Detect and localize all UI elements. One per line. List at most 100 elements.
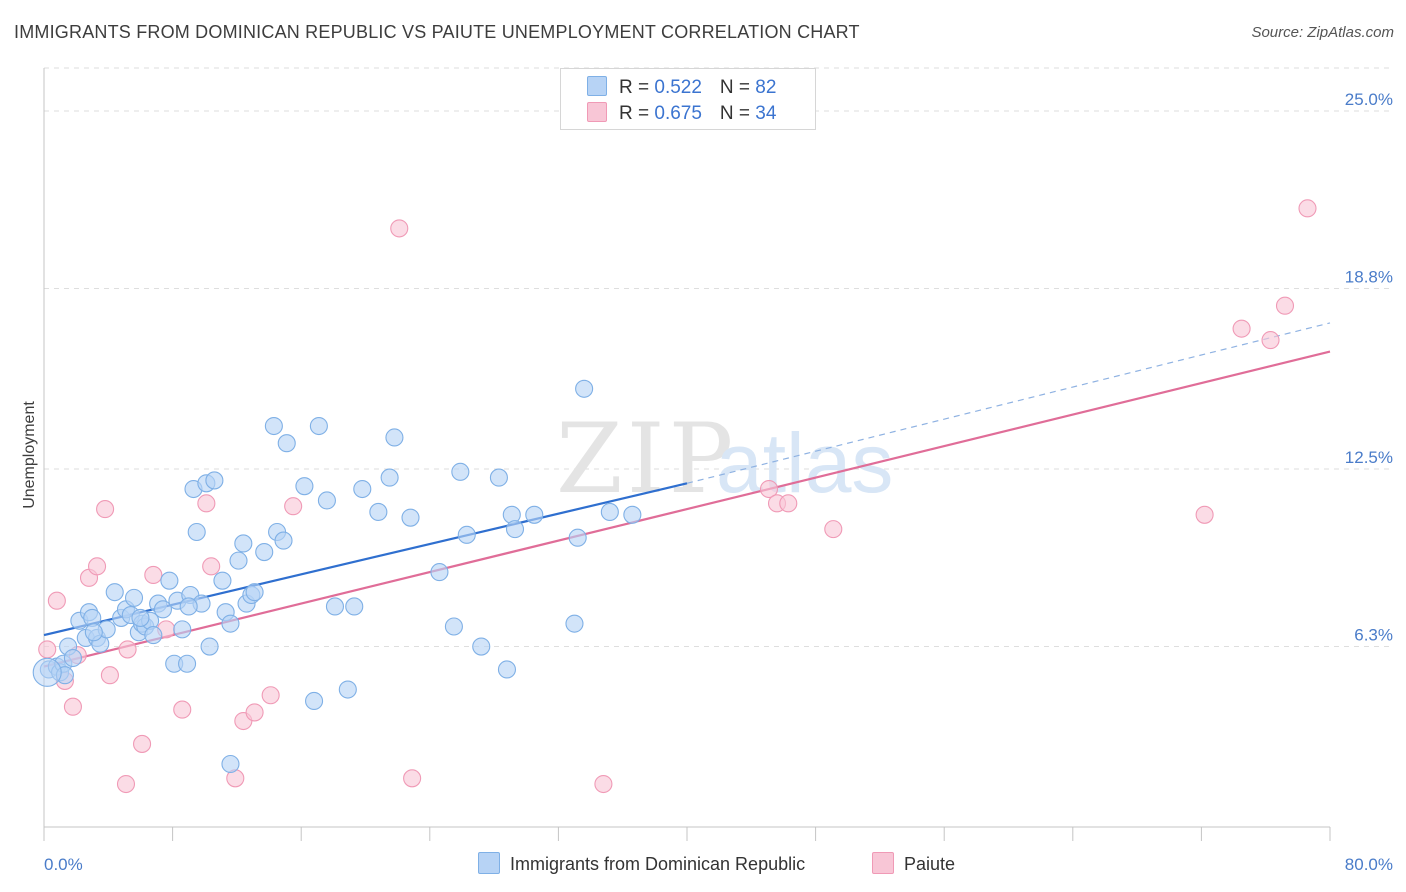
data-point-paiute [144,565,163,585]
data-point-paiute [1261,331,1280,350]
trend-lines [43,322,1331,668]
data-point-dominican [187,522,206,542]
data-point-dominican [472,637,491,656]
legend-row-paiute: R = 0.675 N = 34 [587,102,776,126]
series-dominican-points [32,379,642,774]
legend-swatch-paiute [872,852,894,874]
data-point-paiute [1298,199,1317,218]
data-point-dominican [124,588,144,607]
legend-r-label: R = [619,103,655,124]
data-point-paiute [87,557,107,576]
data-point-paiute [96,500,115,519]
legend-bottom: Immigrants from Dominican Republic Paiut… [0,852,1406,878]
watermark: ZIP atlas [556,403,893,515]
data-point-dominican [565,614,584,633]
legend-n-value-paiute: 34 [755,103,777,124]
data-point-dominican-cluster [32,657,62,687]
y-tick-label: 12.5% [1345,448,1393,467]
data-point-dominican [623,505,642,524]
y-tick-labels: 6.3% 12.5% 18.8% 25.0% [1345,90,1393,645]
data-point-dominican [160,571,179,590]
data-point-dominican [245,583,264,602]
data-point-dominican [497,660,517,679]
data-point-dominican [153,600,173,619]
data-point-dominican [444,617,463,636]
data-point-paiute [824,520,843,539]
y-axis-label: Unemployment [21,401,38,509]
data-point-dominican [568,528,587,547]
legend-n-value-dominican: 82 [755,77,777,98]
data-point-dominican [200,637,219,656]
legend-item-dominican[interactable]: Immigrants from Dominican Republic [478,852,805,875]
legend-swatch-dominican [587,76,607,96]
data-point-dominican [84,623,103,642]
chart-title: IMMIGRANTS FROM DOMINICAN REPUBLIC VS PA… [14,22,860,42]
legend-stats: R = 0.522 N = 82 R = 0.675 N = 34 [560,68,816,130]
data-point-dominican [401,508,420,527]
data-point-dominican [380,468,399,487]
y-tick-label: 6.3% [1354,626,1393,645]
data-point-dominican [309,416,328,436]
data-point-dominican [255,542,274,562]
data-point-paiute [202,557,221,576]
data-point-dominican [213,571,232,590]
x-tick-label-min: 0.0% [44,855,83,874]
legend-label-paiute: Paiute [904,854,956,874]
data-point-dominican [221,614,240,633]
data-point-dominican [295,477,314,496]
data-point-dominican [353,479,372,499]
data-point-dominican [338,680,357,699]
data-point-dominican [105,583,124,602]
legend-row-dominican: R = 0.522 N = 82 [587,76,776,100]
legend-r-value-dominican: 0.522 [654,77,702,98]
data-point-paiute [38,640,57,659]
data-point-dominican [345,597,364,616]
data-point-paiute [1275,296,1295,315]
data-point-dominican [451,462,470,481]
data-point-dominican [229,551,248,570]
data-point-dominican [385,428,404,447]
data-point-paiute [47,591,66,610]
trend-line-paiute [43,350,1331,668]
x-tick-label-max: 80.0% [1345,855,1393,874]
data-point-paiute [197,494,216,513]
series-paiute-points [38,199,1317,794]
data-point-paiute [1195,505,1214,524]
data-point-dominican [525,505,544,524]
data-point-dominican [131,608,150,627]
data-point-dominican [600,502,619,521]
data-point-paiute [759,479,779,499]
data-point-paiute [594,774,613,794]
data-point-dominican [178,654,197,673]
data-point-dominican [430,563,449,582]
data-point-dominican [489,468,508,487]
data-point-paiute [779,494,798,513]
data-point-dominican [179,597,198,616]
data-point-dominican [221,754,240,774]
data-point-paiute [100,666,119,685]
data-point-dominican [274,531,293,550]
data-point-dominican [505,520,525,539]
data-point-paiute [116,774,136,794]
y-tick-label: 25.0% [1345,90,1393,109]
data-point-dominican [173,620,192,639]
data-point-paiute [390,219,409,238]
data-point-paiute [63,697,82,716]
data-point-dominican [234,534,253,553]
data-point-paiute [173,700,192,719]
data-point-paiute [133,734,152,753]
data-point-paiute [118,640,137,659]
source-label: Source: ZipAtlas.com [1251,24,1394,41]
legend-item-paiute[interactable]: Paiute [872,852,955,875]
data-point-dominican [325,597,345,616]
data-point-dominican [144,626,163,645]
legend-swatch-dominican [478,852,500,874]
data-point-paiute [1232,319,1251,338]
data-point-dominican [264,416,283,436]
data-point-dominican [63,648,82,668]
data-point-dominican [305,691,324,711]
data-point-dominican [205,471,224,490]
data-point-paiute [245,703,264,722]
data-point-dominican [457,525,476,544]
